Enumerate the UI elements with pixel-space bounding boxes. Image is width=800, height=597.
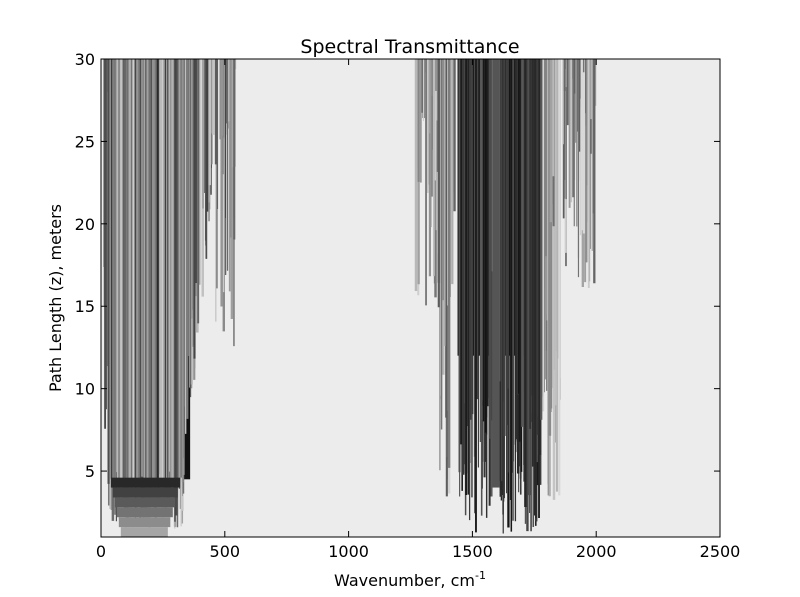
x-tick-label: 500 [210,542,241,561]
band-1-gradient-step [114,497,176,508]
band-1-gradient-step [118,517,171,528]
x-tick-label: 2500 [700,542,741,561]
x-tick-label: 0 [96,542,106,561]
band-1-gradient-step [112,487,178,498]
x-tick-label: 2000 [576,542,617,561]
plot-frame [100,58,721,538]
y-tick-label: 10 [75,380,95,399]
band-2-gap [492,59,500,488]
band-1-gradient-step [116,507,173,518]
y-tick-label: 30 [75,50,95,69]
absorption-band-1 [103,59,237,537]
x-tick-label: 1500 [452,542,493,561]
y-tick-label: 20 [75,215,95,234]
band-1-gradient-step [110,477,181,488]
axis-ticks: 0 500 1000 1500 2000 2500 5 10 15 20 25 30 [75,50,741,561]
x-tick-label: 1000 [328,542,369,561]
y-axis-label: Path Length (z), meters [46,204,65,392]
absorption-band-2 [414,59,597,534]
band-1-gradient-step [120,527,168,537]
y-tick-label: 15 [75,297,95,316]
chart-title: Spectral Transmittance [300,36,519,58]
x-axis-label: Wavenumber, cm-1 [334,569,486,590]
heatmap-marks [103,59,597,537]
y-tick-label: 5 [85,462,95,481]
y-tick-label: 25 [75,132,95,151]
